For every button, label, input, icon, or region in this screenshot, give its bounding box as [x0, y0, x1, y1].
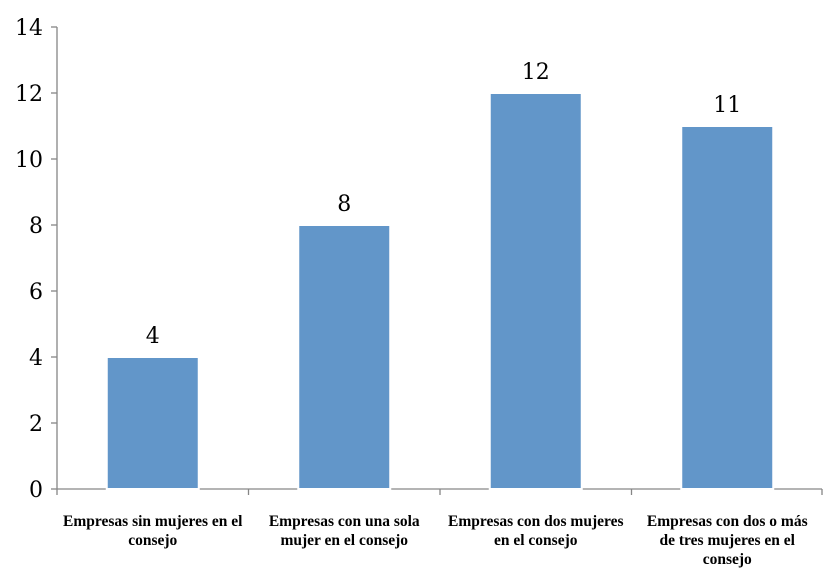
- y-tick-label: 14: [15, 16, 43, 41]
- x-category-label: Empresas sin mujeres en el consejo: [63, 513, 243, 549]
- data-label: 8: [337, 192, 351, 217]
- bar: [297, 224, 392, 490]
- data-label: 11: [713, 93, 741, 118]
- x-category-label: Empresas con dos o más de tres mujeres e…: [646, 513, 808, 568]
- y-tick-label: 12: [15, 82, 43, 107]
- bar: [105, 356, 200, 490]
- bar: [488, 92, 583, 490]
- data-label: 12: [522, 60, 550, 85]
- x-category-label: Empresas con dos mujeres en el consejo: [447, 513, 624, 549]
- data-label: 4: [146, 324, 160, 349]
- x-category-label: Empresas con una sola mujer en el consej…: [268, 513, 420, 549]
- y-tick-label: 2: [29, 412, 43, 437]
- y-tick-label: 0: [29, 478, 43, 503]
- y-tick-label: 8: [29, 214, 43, 239]
- y-tick-label: 6: [29, 280, 43, 305]
- bar: [680, 125, 775, 490]
- y-axis: 0 2 4 6 8 10 12 14: [15, 16, 58, 503]
- bars: [105, 92, 775, 490]
- data-labels: 4 8 12 11: [146, 60, 742, 349]
- y-tick-label: 4: [29, 346, 43, 371]
- y-tick-label: 10: [15, 148, 43, 173]
